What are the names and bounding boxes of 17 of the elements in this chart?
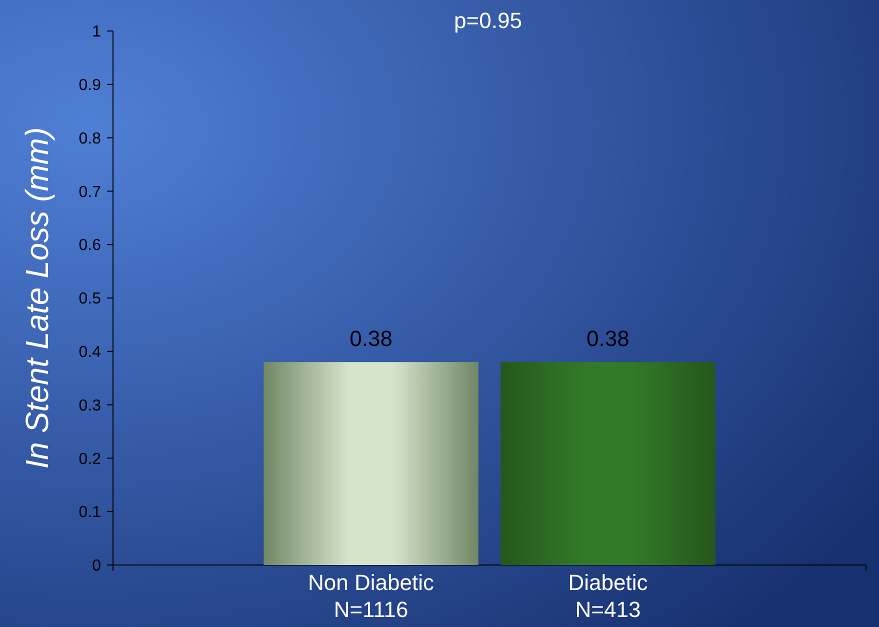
y-tick-label: 0.9 — [78, 77, 102, 94]
y-axis-title: In Stent Late Loss (mm) — [19, 127, 55, 469]
y-tick-label: 0.3 — [78, 397, 102, 414]
y-tick-label: 1 — [92, 24, 102, 41]
y-tick-label: 0.5 — [78, 290, 102, 308]
y-tick-label: 0.8 — [78, 130, 102, 148]
y-tick-label: 0.1 — [78, 504, 102, 522]
data-label: 0.38 — [586, 326, 630, 352]
y-tick-label: 0 — [92, 558, 102, 575]
x-tick-label: Non Diabetic N=1116 — [308, 570, 434, 622]
y-tick-label: 0.2 — [78, 450, 102, 468]
chart-title: p=0.95 — [454, 8, 522, 33]
y-tick-label: 0.4 — [78, 344, 102, 361]
y-tick-label: 0.6 — [78, 237, 102, 254]
data-label: 0.38 — [350, 326, 392, 352]
x-tick-label: Diabetic N=413 — [568, 570, 648, 622]
y-tick-label: 0.7 — [78, 184, 102, 201]
